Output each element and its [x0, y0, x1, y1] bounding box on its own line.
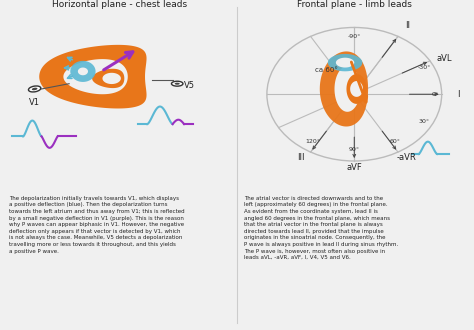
Ellipse shape [175, 82, 180, 85]
Polygon shape [328, 54, 362, 71]
Polygon shape [336, 58, 354, 68]
Text: II: II [405, 21, 410, 30]
Text: The depolarization initially travels towards V1, which displays
a positive defle: The depolarization initially travels tow… [9, 196, 185, 254]
Text: aVF: aVF [346, 163, 362, 172]
Polygon shape [64, 59, 128, 94]
Text: ca 60°: ca 60° [315, 67, 338, 73]
Text: aVL: aVL [437, 54, 453, 63]
Polygon shape [346, 74, 367, 104]
Polygon shape [92, 69, 124, 88]
Text: III: III [298, 153, 305, 162]
Title: Horizontal plane - chest leads: Horizontal plane - chest leads [52, 0, 187, 9]
Polygon shape [78, 68, 88, 75]
Text: 0°: 0° [431, 92, 438, 97]
Polygon shape [335, 66, 360, 112]
Text: V1: V1 [29, 98, 40, 107]
Text: I: I [457, 90, 459, 99]
Text: V5: V5 [184, 81, 195, 90]
Polygon shape [102, 73, 121, 84]
Text: -aVR: -aVR [396, 153, 416, 162]
Polygon shape [70, 61, 96, 82]
Ellipse shape [172, 81, 183, 86]
Text: 90°: 90° [349, 147, 360, 152]
Text: 30°: 30° [419, 119, 430, 124]
Text: 120°: 120° [306, 140, 320, 145]
Ellipse shape [28, 86, 41, 92]
Polygon shape [39, 45, 146, 109]
Polygon shape [350, 81, 363, 97]
Text: The atrial vector is directed downwards and to the
left (approximately 60 degree: The atrial vector is directed downwards … [244, 196, 398, 260]
Ellipse shape [32, 88, 37, 90]
Text: 60°: 60° [389, 140, 400, 145]
Title: Frontal plane - limb leads: Frontal plane - limb leads [297, 0, 412, 9]
Text: -30°: -30° [418, 65, 431, 70]
Polygon shape [320, 51, 368, 126]
Text: -90°: -90° [347, 34, 361, 39]
